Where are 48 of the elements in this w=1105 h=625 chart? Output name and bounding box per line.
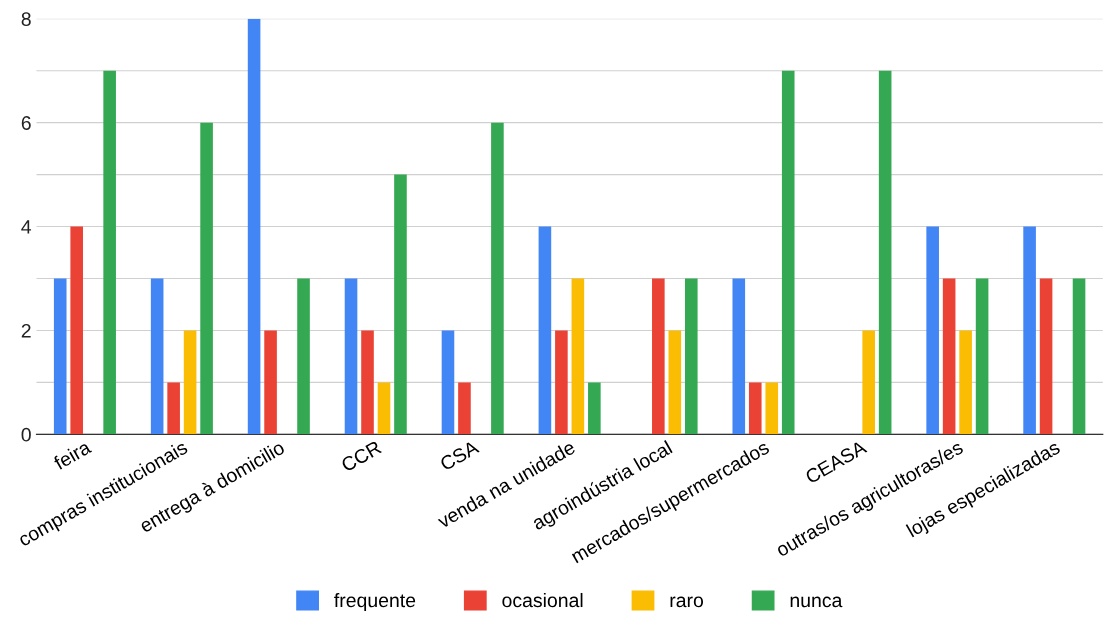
y-tick-label: 6	[21, 116, 31, 130]
y-tick-label: 4	[21, 220, 32, 234]
bar	[959, 330, 972, 435]
bar	[361, 330, 374, 435]
bar	[1072, 278, 1086, 435]
bar	[183, 330, 197, 435]
bar	[247, 18, 261, 435]
bar	[975, 278, 989, 435]
bar	[394, 174, 407, 435]
bar	[926, 226, 939, 435]
bar	[1039, 278, 1053, 435]
bar	[53, 278, 67, 435]
bar	[297, 278, 310, 435]
bar	[167, 382, 180, 435]
y-tick-label: 8	[21, 12, 31, 26]
x-tick-label: CSA	[439, 439, 480, 472]
bar	[458, 382, 471, 435]
y-tick-label: 0	[21, 427, 31, 442]
bar	[70, 226, 83, 435]
bar	[668, 330, 682, 435]
bar	[732, 278, 746, 435]
bar	[684, 278, 698, 435]
bar	[441, 330, 455, 435]
y-tick-label: 2	[21, 323, 31, 338]
bar	[200, 122, 213, 435]
bar	[344, 278, 358, 435]
legend-label: ocasional	[502, 592, 583, 608]
bar	[377, 382, 391, 435]
legend-label: frequente	[334, 592, 416, 612]
legend-label: raro	[670, 596, 704, 608]
bar	[942, 278, 956, 435]
bar	[588, 382, 601, 435]
bar	[862, 330, 875, 435]
bar	[748, 382, 762, 435]
x-tick-label: CCR	[340, 440, 383, 473]
bar	[555, 330, 568, 435]
bar	[878, 70, 892, 435]
bar	[150, 278, 164, 435]
bar	[538, 226, 552, 435]
bar	[1023, 226, 1036, 435]
bar	[491, 122, 504, 435]
bar	[765, 382, 779, 435]
bar	[103, 70, 116, 435]
bar	[571, 278, 585, 435]
bar	[264, 330, 277, 435]
bar	[781, 70, 795, 435]
legend-label: nunca	[790, 596, 843, 608]
bar	[652, 278, 665, 435]
